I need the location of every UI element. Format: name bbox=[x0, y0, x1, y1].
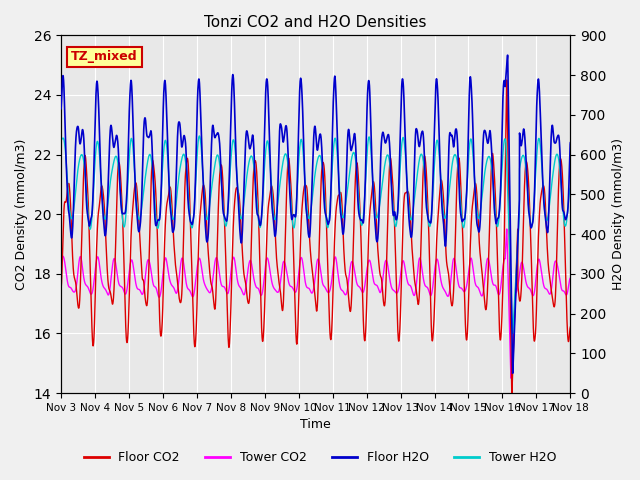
X-axis label: Time: Time bbox=[300, 419, 331, 432]
Title: Tonzi CO2 and H2O Densities: Tonzi CO2 and H2O Densities bbox=[204, 15, 427, 30]
Text: TZ_mixed: TZ_mixed bbox=[71, 50, 138, 63]
Y-axis label: H2O Density (mmol/m3): H2O Density (mmol/m3) bbox=[612, 138, 625, 290]
Legend: Floor CO2, Tower CO2, Floor H2O, Tower H2O: Floor CO2, Tower CO2, Floor H2O, Tower H… bbox=[79, 446, 561, 469]
Y-axis label: CO2 Density (mmol/m3): CO2 Density (mmol/m3) bbox=[15, 139, 28, 290]
